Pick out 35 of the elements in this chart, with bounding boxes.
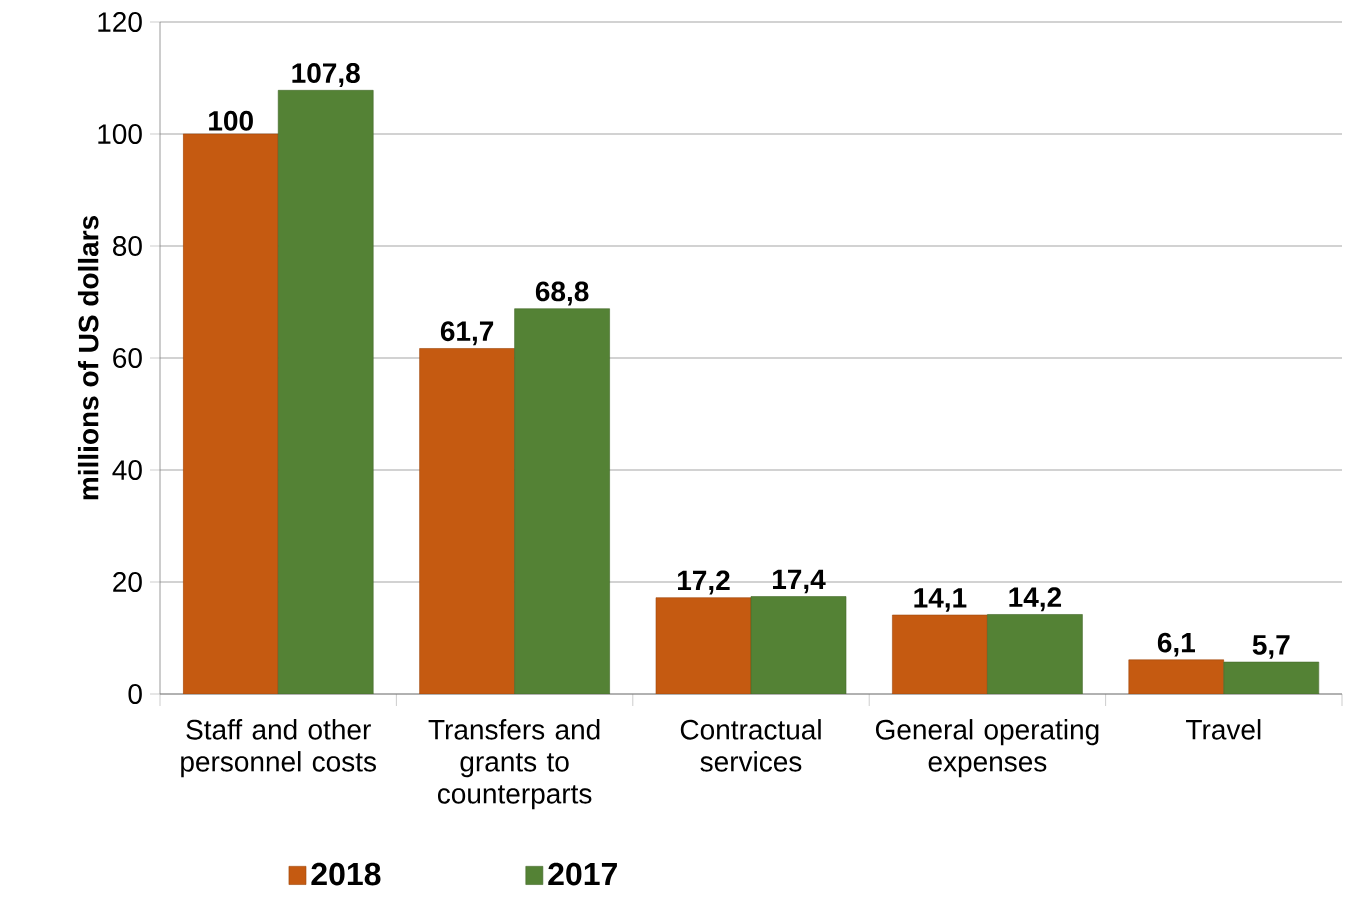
x-tick-label: General operating expenses xyxy=(875,719,1099,778)
x-tick-label: Contractual services xyxy=(680,719,821,772)
y-tick-label: 120 xyxy=(98,12,142,32)
bar xyxy=(277,90,374,694)
x-tick-label: Transfers and grants to counterparts xyxy=(428,719,600,810)
legend-label: 2018 xyxy=(311,862,381,886)
data-label: 14,1 xyxy=(914,588,967,612)
y-tick-label: 40 xyxy=(112,460,142,480)
y-tick-label: 0 xyxy=(128,684,142,704)
y-tick-label: 60 xyxy=(113,348,142,368)
bar xyxy=(655,597,752,694)
data-label: 100 xyxy=(209,110,253,131)
data-label: 17,4 xyxy=(773,569,826,594)
y-tick-label: 100 xyxy=(98,124,142,144)
data-label: 68,8 xyxy=(535,281,589,306)
bar xyxy=(750,596,847,694)
y-tick-label: 20 xyxy=(113,572,142,592)
data-label: 61,7 xyxy=(440,321,494,346)
data-label: 5,7 xyxy=(1252,635,1290,659)
y-tick-label: 80 xyxy=(113,236,142,256)
bar xyxy=(514,308,610,694)
y-axis-title: millions of US dollars xyxy=(77,216,99,500)
legend-label: 2017 xyxy=(548,862,617,886)
bar xyxy=(1128,659,1225,694)
data-label: 6,1 xyxy=(1157,632,1195,657)
bar xyxy=(987,614,1083,694)
x-tick-label: Staff and other personnel costs xyxy=(181,719,376,778)
bar xyxy=(892,614,988,694)
data-label: 107,8 xyxy=(292,63,360,88)
data-label: 17,2 xyxy=(678,570,730,595)
x-tick-label: Travel xyxy=(1186,719,1261,740)
bar xyxy=(182,133,279,694)
bar xyxy=(1223,661,1320,694)
data-label: 14,2 xyxy=(1009,587,1062,612)
bar xyxy=(419,348,515,694)
